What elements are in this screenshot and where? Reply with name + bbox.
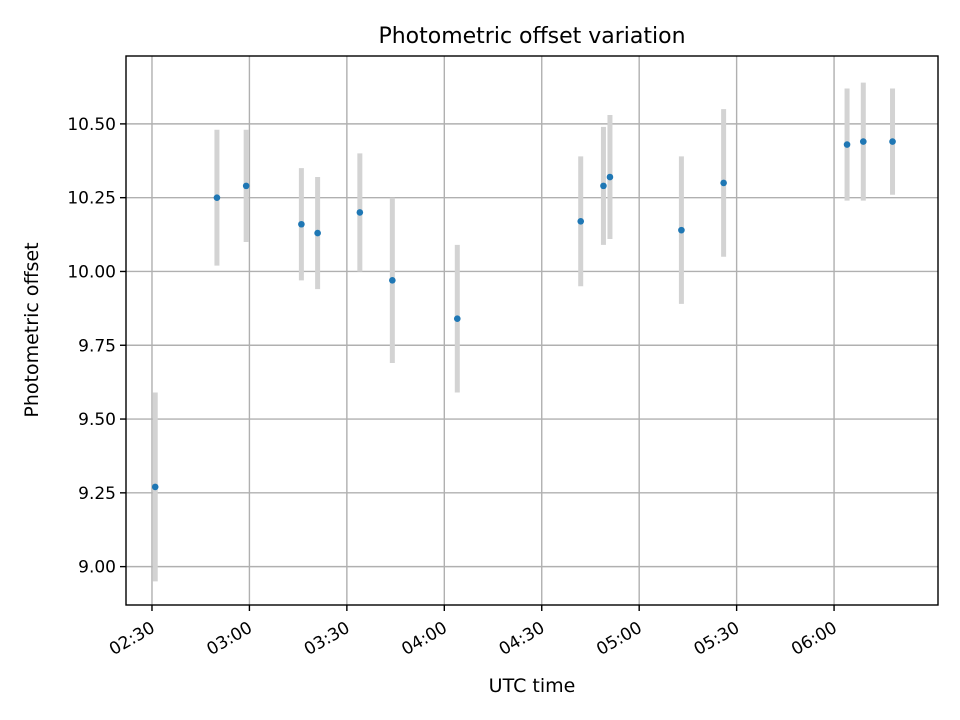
y-tick-label: 10.00 xyxy=(67,262,116,282)
data-point xyxy=(453,315,461,322)
data-points xyxy=(151,138,896,491)
y-tick-label: 10.50 xyxy=(67,115,116,135)
data-point xyxy=(151,483,159,491)
grid-lines xyxy=(126,56,938,605)
data-point xyxy=(389,277,396,284)
y-tick-label: 10.25 xyxy=(67,189,116,209)
x-axis-ticks: 02:30 03:00 03:30 04:00 04:30 05:00 05:30 06:00 xyxy=(106,605,841,660)
x-tick-label: 04:00 xyxy=(398,618,450,660)
x-tick-label: 03:00 xyxy=(203,618,255,660)
data-point xyxy=(889,138,896,145)
x-tick-label: 06:00 xyxy=(788,618,840,660)
y-axis-ticks: 9.00 9.25 9.50 9.75 10.00 10.25 10.50 xyxy=(67,115,126,578)
x-tick-label: 05:30 xyxy=(691,618,743,660)
data-point xyxy=(720,179,727,187)
y-tick-label: 9.75 xyxy=(78,336,116,356)
plot-frame xyxy=(125,55,939,606)
x-tick-label: 05:00 xyxy=(593,618,645,660)
data-point xyxy=(577,217,585,225)
data-point xyxy=(356,209,364,216)
chart-title: Photometric offset variation xyxy=(378,24,685,49)
data-point xyxy=(606,173,614,181)
y-tick-label: 9.25 xyxy=(78,484,116,504)
data-point xyxy=(600,182,607,190)
data-point xyxy=(242,182,250,190)
x-axis-label: UTC time xyxy=(489,675,576,697)
y-tick-label: 9.00 xyxy=(78,558,116,578)
data-point xyxy=(314,229,321,237)
x-tick-label: 03:30 xyxy=(301,618,353,660)
x-tick-label: 02:30 xyxy=(106,618,158,660)
data-point xyxy=(213,194,221,201)
data-point xyxy=(859,138,867,145)
data-point xyxy=(678,226,685,234)
data-point xyxy=(843,141,851,148)
y-tick-label: 9.50 xyxy=(78,410,116,430)
y-axis-label: Photometric offset xyxy=(21,242,43,417)
data-point xyxy=(298,220,305,228)
x-tick-label: 04:30 xyxy=(496,618,548,660)
error-bars xyxy=(152,82,896,582)
